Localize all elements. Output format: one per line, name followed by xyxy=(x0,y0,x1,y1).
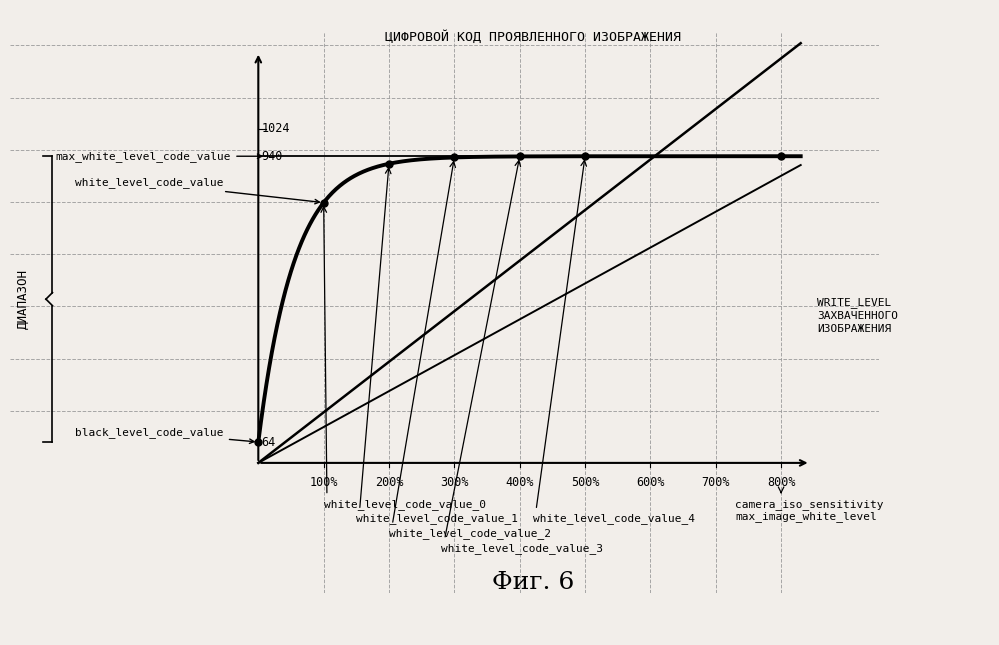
Text: 64: 64 xyxy=(262,435,276,448)
Text: 700%: 700% xyxy=(701,476,730,489)
Text: 600%: 600% xyxy=(636,476,664,489)
Text: max_image_white_level: max_image_white_level xyxy=(735,511,877,522)
Text: white_level_code_value_1: white_level_code_value_1 xyxy=(357,513,518,524)
Text: 1024: 1024 xyxy=(262,123,290,135)
Text: white_level_code_value_4: white_level_code_value_4 xyxy=(532,513,694,524)
Text: white_level_code_value: white_level_code_value xyxy=(75,177,320,204)
Text: 300%: 300% xyxy=(441,476,469,489)
Text: max_white_level_code_value: max_white_level_code_value xyxy=(56,151,262,162)
Text: 500%: 500% xyxy=(570,476,599,489)
Text: white_level_code_value_2: white_level_code_value_2 xyxy=(389,528,551,539)
Text: camera_iso_sensitivity: camera_iso_sensitivity xyxy=(735,499,884,510)
Text: 940: 940 xyxy=(262,150,283,163)
Text: 200%: 200% xyxy=(375,476,404,489)
Text: black_level_code_value: black_level_code_value xyxy=(75,427,254,444)
Text: ЗАХВАЧЕННОГО: ЗАХВАЧЕННОГО xyxy=(817,311,898,321)
Text: white_level_code_value_0: white_level_code_value_0 xyxy=(324,499,486,510)
Text: WRITE_LEVEL: WRITE_LEVEL xyxy=(817,297,891,308)
Text: 400%: 400% xyxy=(505,476,533,489)
Text: 100%: 100% xyxy=(310,476,338,489)
Text: ДИАПАЗОН: ДИАПАЗОН xyxy=(17,269,30,329)
Text: ИЗОБРАЖЕНИЯ: ИЗОБРАЖЕНИЯ xyxy=(817,324,891,334)
Text: white_level_code_value_3: white_level_code_value_3 xyxy=(442,543,603,554)
Text: Фиг. 6: Фиг. 6 xyxy=(492,571,574,593)
Text: 800%: 800% xyxy=(767,476,795,489)
Text: ЦИФРОВОЙ КОД ПРОЯВЛЕННОГО ИЗОБРАЖЕНИЯ: ЦИФРОВОЙ КОД ПРОЯВЛЕННОГО ИЗОБРАЖЕНИЯ xyxy=(385,30,680,44)
